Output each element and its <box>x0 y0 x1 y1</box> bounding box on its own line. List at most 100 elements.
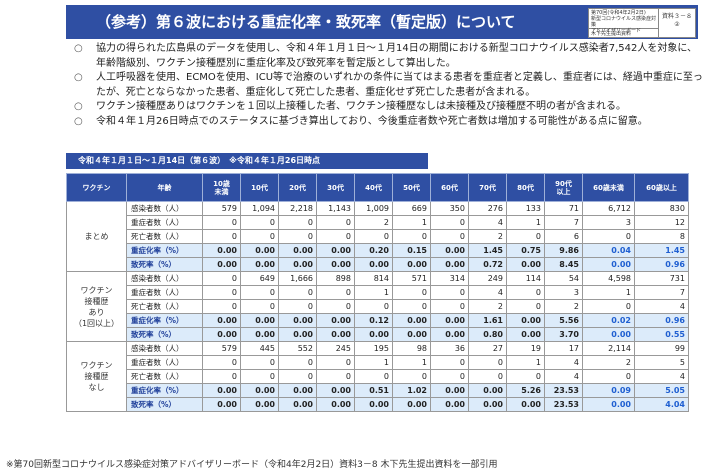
note-text: 人工呼吸器を使用、ECMOを使用、ICU等で治療のいずれかの条件に当てはまる患者… <box>96 72 703 98</box>
table-cell: 0.00 <box>278 257 317 272</box>
table-cell: 5.05 <box>634 383 689 398</box>
table-cell: 245 <box>316 341 355 356</box>
table-cell: 0.00 <box>582 257 635 272</box>
table-cell: 1 <box>506 355 545 370</box>
table-cell: 0 <box>430 215 469 230</box>
column-header: 60歳未満 <box>582 173 635 202</box>
table-cell: 552 <box>278 341 317 356</box>
table-cell: 4,598 <box>582 271 635 286</box>
period-label: 令和４年１月１日～１月14日（第６波） ※令和４年１月26日時点 <box>66 153 428 169</box>
table-cell: 0 <box>316 299 355 314</box>
table-cell: 5 <box>634 355 689 370</box>
table-cell: 1 <box>354 355 393 370</box>
table-cell: 1.45 <box>468 243 507 258</box>
table-cell: 7 <box>544 215 583 230</box>
table-cell: 0 <box>506 299 545 314</box>
table-cell: 0.00 <box>430 257 469 272</box>
table-row: 重症者数（人） 0 0 0 0 1 0 0 4 0 3 1 7 <box>67 285 689 300</box>
column-header: ワクチン <box>66 173 127 202</box>
table-cell: 0 <box>278 355 317 370</box>
bullet-mark: ○ <box>74 115 83 127</box>
table-cell: 4 <box>544 355 583 370</box>
table-cell: 830 <box>634 201 689 216</box>
table-cell: 0.12 <box>354 313 393 328</box>
table-cell: 6 <box>544 229 583 244</box>
table-cell: 114 <box>506 271 545 286</box>
table-cell: 0.00 <box>430 313 469 328</box>
metric-label: 重症者数（人） <box>126 285 203 300</box>
table-cell: 0 <box>278 229 317 244</box>
meta-author: 木下先生提出資料 <box>591 31 632 37</box>
table-cell: 0.00 <box>278 313 317 328</box>
table-cell: 314 <box>430 271 469 286</box>
column-header: 90代 以上 <box>544 173 583 202</box>
column-header: 60代 <box>430 173 469 202</box>
table-cell: 249 <box>468 271 507 286</box>
table-cell: 0 <box>582 299 635 314</box>
table-cell: 17 <box>544 341 583 356</box>
metric-label: 致死率（%） <box>126 327 203 342</box>
table-cell: 0.04 <box>582 243 635 258</box>
table-cell: 0 <box>430 355 469 370</box>
table-cell: 0.00 <box>392 397 431 412</box>
table-cell: 99 <box>634 341 689 356</box>
table-cell: 0.00 <box>430 383 469 398</box>
table-cell: 0.00 <box>506 257 545 272</box>
metric-label: 死亡者数（人） <box>126 229 203 244</box>
table-cell: 0 <box>202 299 241 314</box>
table-cell: 3.70 <box>544 327 583 342</box>
table-cell: 579 <box>202 201 241 216</box>
table-cell: 669 <box>392 201 431 216</box>
table-cell: 4.04 <box>634 397 689 412</box>
table-cell: 3 <box>544 285 583 300</box>
table-cell: 1 <box>582 285 635 300</box>
table-cell: 4 <box>468 215 507 230</box>
meta-doc-number: 資料３－８ ② <box>659 9 695 37</box>
metric-label: 重症者数（人） <box>126 355 203 370</box>
table-cell: 1,143 <box>316 201 355 216</box>
table-cell: 0 <box>468 369 507 384</box>
table-cell: 0 <box>392 229 431 244</box>
table-cell: 898 <box>316 271 355 286</box>
table-cell: 0 <box>240 369 279 384</box>
note-text: 協力の得られた広島県のデータを使用し、令和４年１月１日～１月14日の期間における… <box>96 43 698 69</box>
table-cell: 0 <box>354 299 393 314</box>
table-cell: 1 <box>506 215 545 230</box>
table-cell: 1.61 <box>468 313 507 328</box>
metric-label: 致死率（%） <box>126 397 203 412</box>
table-cell: 0.02 <box>582 313 635 328</box>
metric-label: 致死率（%） <box>126 257 203 272</box>
table-cell: 0 <box>430 369 469 384</box>
table-cell: 0.00 <box>240 313 279 328</box>
notes-list: ○ 協力の得られた広島県のデータを使用し、令和４年１月１日～１月14日の期間におけ… <box>74 42 704 130</box>
meta-doc-id: 資料３－８ <box>661 13 692 20</box>
table-cell: 0.00 <box>392 327 431 342</box>
table-cell: 0 <box>202 369 241 384</box>
table-cell: 0.00 <box>430 243 469 258</box>
column-header: 70代 <box>468 173 507 202</box>
table-cell: 0 <box>392 299 431 314</box>
column-header: 30代 <box>316 173 355 202</box>
column-header: 80代 <box>506 173 545 202</box>
metric-label: 重症者数（人） <box>126 215 203 230</box>
table-cell: 0 <box>316 229 355 244</box>
table-cell: 814 <box>354 271 393 286</box>
note-item: ○ ワクチン接種歴ありはワクチンを１回以上接種した者、ワクチン接種歴なしは未接種及… <box>74 100 704 115</box>
table-cell: 0 <box>506 229 545 244</box>
table-cell: 19 <box>506 341 545 356</box>
table-row: 死亡者数（人） 0 0 0 0 0 0 0 2 0 2 0 4 <box>67 299 689 314</box>
bullet-mark: ○ <box>74 101 83 113</box>
table-cell: 1 <box>392 215 431 230</box>
table-cell: 0.75 <box>506 243 545 258</box>
table-cell: 2 <box>544 299 583 314</box>
table-row: 死亡者数（人） 0 0 0 0 0 0 0 0 0 4 0 4 <box>67 369 689 384</box>
table-cell: 0.00 <box>202 397 241 412</box>
note-item: ○ 協力の得られた広島県のデータを使用し、令和４年１月１日～１月14日の期間におけ… <box>74 42 704 71</box>
table-cell: 731 <box>634 271 689 286</box>
table-cell: 36 <box>430 341 469 356</box>
column-header: 40代 <box>354 173 393 202</box>
group-label: まとめ <box>66 201 127 272</box>
note-item: ○ 令和４年１月26日時点でのステータスに基づき算出しており、今後重症者数や死亡者… <box>74 115 704 130</box>
table-cell: 0.00 <box>392 257 431 272</box>
table-cell: 0.00 <box>354 327 393 342</box>
